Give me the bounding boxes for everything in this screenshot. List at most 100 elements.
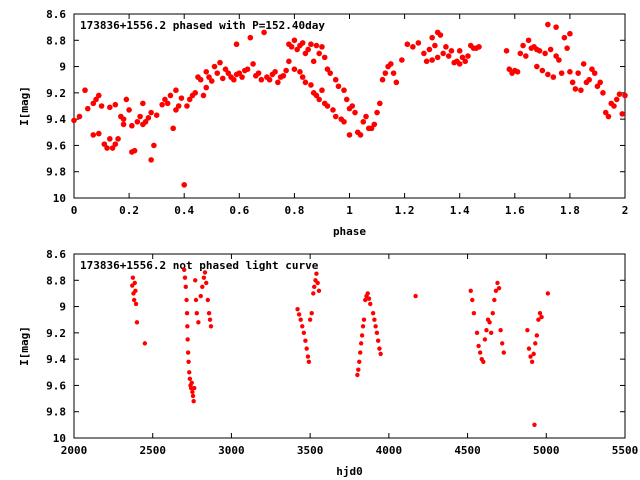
phased-data-point bbox=[302, 50, 309, 57]
phased-data-point bbox=[399, 57, 405, 63]
unphased-data-point bbox=[196, 320, 201, 325]
phased-data-point bbox=[233, 41, 240, 48]
phased-data-point bbox=[107, 136, 113, 142]
unphased-data-point bbox=[355, 372, 360, 378]
unphased-x-tick-label: 2500 bbox=[139, 444, 166, 457]
phased-data-point bbox=[390, 70, 397, 76]
phased-y-tick-label: 9.8 bbox=[46, 166, 66, 179]
unphased-data-point bbox=[301, 330, 307, 336]
unphased-data-point bbox=[366, 296, 372, 301]
phased-data-point bbox=[558, 70, 565, 76]
phased-data-point bbox=[239, 74, 245, 80]
unphased-data-point bbox=[375, 338, 381, 343]
phased-data-point bbox=[597, 79, 604, 86]
phased-data-point bbox=[404, 41, 411, 48]
phased-data-point bbox=[208, 78, 215, 84]
phased-data-point bbox=[137, 113, 143, 120]
phased-data-point bbox=[415, 40, 422, 46]
phased-data-point bbox=[316, 50, 322, 57]
unphased-x-tick-label: 2000 bbox=[61, 444, 88, 457]
phased-data-point bbox=[572, 86, 579, 92]
unphased-x-tick-label: 3000 bbox=[218, 444, 245, 457]
phased-data-point bbox=[319, 44, 325, 50]
phased-data-point bbox=[324, 66, 331, 72]
unphased-data-point bbox=[316, 288, 322, 293]
phased-data-point bbox=[567, 69, 573, 75]
phased-data-point bbox=[506, 66, 513, 72]
phased-data-point bbox=[186, 96, 193, 103]
phased-data-point bbox=[112, 141, 119, 147]
phased-data-point bbox=[90, 100, 97, 107]
unphased-data-point bbox=[307, 317, 313, 322]
phased-data-point bbox=[219, 75, 226, 82]
unphased-data-point bbox=[372, 317, 377, 322]
unphased-data-point bbox=[198, 293, 203, 299]
phased-data-point bbox=[578, 87, 584, 94]
unphased-data-point bbox=[357, 359, 362, 364]
phased-data-point bbox=[206, 74, 212, 80]
phased-data-point bbox=[619, 111, 626, 117]
phased-data-point bbox=[297, 69, 303, 75]
phased-data-point bbox=[148, 157, 154, 163]
unphased-data-point bbox=[531, 351, 536, 357]
phased-data-point bbox=[523, 53, 529, 59]
unphased-y-tick-label: 8.6 bbox=[46, 248, 66, 261]
phased-data-point bbox=[222, 66, 229, 72]
unphased-data-point bbox=[188, 385, 194, 391]
unphased-x-tick-label: 5500 bbox=[612, 444, 639, 457]
unphased-data-point bbox=[482, 337, 488, 342]
phased-x-tick-label: 1.8 bbox=[560, 204, 580, 217]
phased-data-point bbox=[341, 118, 347, 125]
unphased-data-point bbox=[314, 271, 319, 276]
unphased-data-point bbox=[312, 284, 317, 290]
phased-data-point bbox=[129, 122, 135, 129]
unphased-data-point bbox=[205, 297, 211, 303]
phased-y-tick-label: 9.6 bbox=[46, 139, 66, 152]
phased-data-point bbox=[580, 61, 587, 67]
phased-data-point bbox=[230, 76, 237, 83]
phased-light-curve-panel: 173836+1556.2 phased with P=152.40day ph… bbox=[18, 8, 628, 238]
phased-data-point bbox=[429, 34, 435, 41]
phased-data-point bbox=[200, 92, 207, 99]
phased-data-point bbox=[134, 118, 141, 125]
unphased-data-point bbox=[132, 280, 137, 286]
phased-data-point bbox=[379, 76, 386, 83]
unphased-data-point bbox=[537, 310, 543, 316]
unphased-data-point bbox=[309, 310, 314, 316]
phased-x-tick-label: 0.8 bbox=[284, 204, 304, 217]
phased-data-point bbox=[462, 58, 469, 65]
phased-data-point bbox=[332, 76, 339, 83]
unphased-data-point bbox=[184, 297, 189, 303]
unphased-data-point bbox=[185, 350, 191, 355]
phased-y-axis-label: I[mag] bbox=[18, 86, 31, 126]
phased-data-point bbox=[131, 147, 138, 154]
phased-data-point bbox=[164, 100, 171, 107]
phased-data-point bbox=[170, 125, 176, 132]
phased-data-point bbox=[613, 96, 620, 103]
unphased-y-tick-label: 10 bbox=[53, 432, 66, 445]
phased-x-tick-label: 2 bbox=[622, 204, 629, 217]
unphased-data-point bbox=[194, 310, 199, 316]
phased-data-point bbox=[564, 45, 570, 51]
unphased-data-point bbox=[183, 284, 188, 290]
unphased-data-point bbox=[134, 320, 140, 325]
phased-data-point bbox=[594, 83, 601, 90]
phased-data-point bbox=[299, 74, 306, 80]
phased-data-point bbox=[542, 50, 548, 57]
unphased-data-point bbox=[492, 297, 497, 303]
unphased-data-point bbox=[358, 341, 364, 346]
unphased-data-point bbox=[185, 324, 190, 329]
unphased-light-curve-panel: 173836+1556.2 not phased light curve hjd… bbox=[18, 248, 638, 478]
unphased-data-point bbox=[356, 367, 361, 372]
phased-data-point bbox=[445, 53, 452, 59]
phased-data-point bbox=[393, 79, 400, 86]
unphased-data-point bbox=[493, 288, 499, 293]
phased-data-point bbox=[192, 90, 199, 96]
phased-data-point bbox=[525, 37, 532, 44]
phased-data-point bbox=[567, 30, 573, 37]
unphased-data-point bbox=[368, 301, 373, 307]
phased-data-point bbox=[553, 53, 559, 59]
phased-data-point bbox=[611, 103, 617, 109]
phased-y-tick-label: 8.6 bbox=[46, 8, 66, 21]
unphased-y-tick-label: 8.8 bbox=[46, 274, 66, 287]
